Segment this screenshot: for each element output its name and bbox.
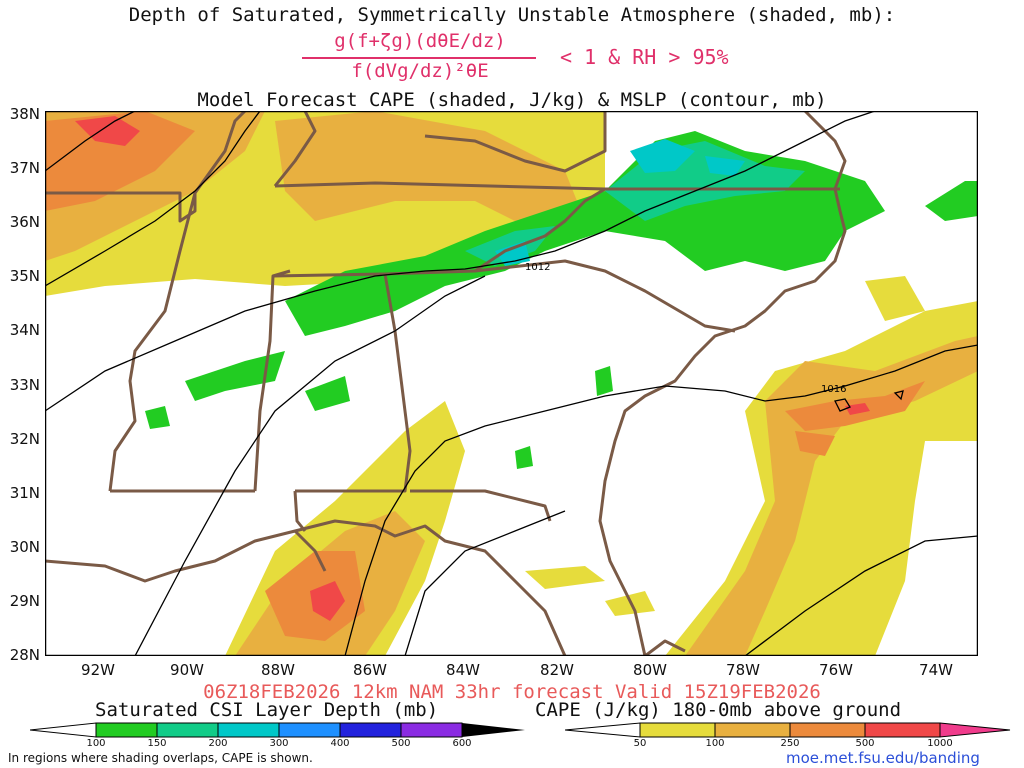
coastline [45, 111, 847, 656]
lon-label-90w: 90W [170, 661, 204, 679]
lon-label-80w: 80W [633, 661, 667, 679]
csi-tick: 300 [269, 738, 289, 749]
source-url[interactable]: moe.met.fsu.edu/banding [786, 749, 980, 767]
cape-color-segment [939, 722, 1011, 738]
lon-label-76w: 76W [819, 661, 853, 679]
lat-label-32n: 32N [9, 430, 40, 448]
csi-color-segment [95, 722, 158, 738]
lon-label-84w: 84W [446, 661, 480, 679]
lat-label-31n: 31N [9, 484, 40, 502]
csi-color-segment [217, 722, 280, 738]
cape-color-segment [639, 722, 716, 738]
csi-color-segment [400, 722, 463, 738]
csi-color-segment [339, 722, 402, 738]
cape-tick: 1000 [927, 738, 953, 749]
run-info: 06Z18FEB2026 12km NAM 33hr forecast Vali… [203, 681, 821, 703]
csi-shading-200 [495, 139, 745, 266]
lon-label-78w: 78W [726, 661, 760, 679]
cape-tick: 500 [855, 738, 875, 749]
cape-tick: 250 [780, 738, 800, 749]
formula-condition: < 1 & RH > 95% [560, 45, 729, 69]
cape-color-segment [864, 722, 941, 738]
cape-shading-very-high [75, 116, 870, 621]
lat-label-36n: 36N [9, 213, 40, 231]
csi-tick: 600 [452, 738, 472, 749]
csi-legend-title: Saturated CSI Layer Depth (mb) [95, 699, 439, 721]
lat-label-37n: 37N [9, 159, 40, 177]
isobar-label-1016: 1016 [821, 384, 846, 395]
cape-color-segment [789, 722, 866, 738]
state-borders [45, 111, 840, 532]
lat-label-35n: 35N [9, 267, 40, 285]
overlap-note: In regions where shading overlaps, CAPE … [8, 751, 313, 765]
formula-fraction-bar [302, 57, 536, 59]
map-frame [45, 111, 978, 656]
forecast-map: 1012 1016 [45, 111, 978, 656]
lon-label-74w: 74W [919, 661, 953, 679]
isobars [45, 111, 978, 656]
lon-label-82w: 82W [540, 661, 574, 679]
csi-tick: 150 [147, 738, 167, 749]
lat-label-38n: 38N [9, 105, 40, 123]
cape-tick: 50 [633, 738, 647, 749]
map-subtitle: Model Forecast CAPE (shaded, J/kg) & MSL… [197, 89, 827, 111]
lon-label-92w: 92W [81, 661, 115, 679]
cape-colorbar [565, 722, 1011, 738]
csi-color-segment [156, 722, 219, 738]
cape-tick: 100 [705, 738, 725, 749]
lat-label-33n: 33N [9, 376, 40, 394]
csi-tick: 500 [391, 738, 411, 749]
csi-colorbar [30, 722, 525, 738]
formula-numerator: g(f+ζg)(dθE/dz) [334, 30, 506, 52]
csi-tick: 200 [208, 738, 228, 749]
lat-label-28n: 28N [9, 646, 40, 664]
lat-label-34n: 34N [9, 321, 40, 339]
isobar-label-1012: 1012 [525, 262, 550, 273]
csi-color-segment [278, 722, 341, 738]
lon-label-86w: 86W [353, 661, 387, 679]
csi-tick: 400 [330, 738, 350, 749]
cape-color-segment [714, 722, 791, 738]
lon-label-88w: 88W [261, 661, 295, 679]
lat-label-29n: 29N [9, 592, 40, 610]
map-title: Depth of Saturated, Symmetrically Unstab… [128, 4, 896, 26]
formula-denominator: f(dVg/dz)²θE [351, 60, 489, 82]
csi-tick: 100 [86, 738, 106, 749]
cape-legend-title: CAPE (J/kg) 180-0mb above ground [535, 699, 902, 721]
lat-label-30n: 30N [9, 538, 40, 556]
